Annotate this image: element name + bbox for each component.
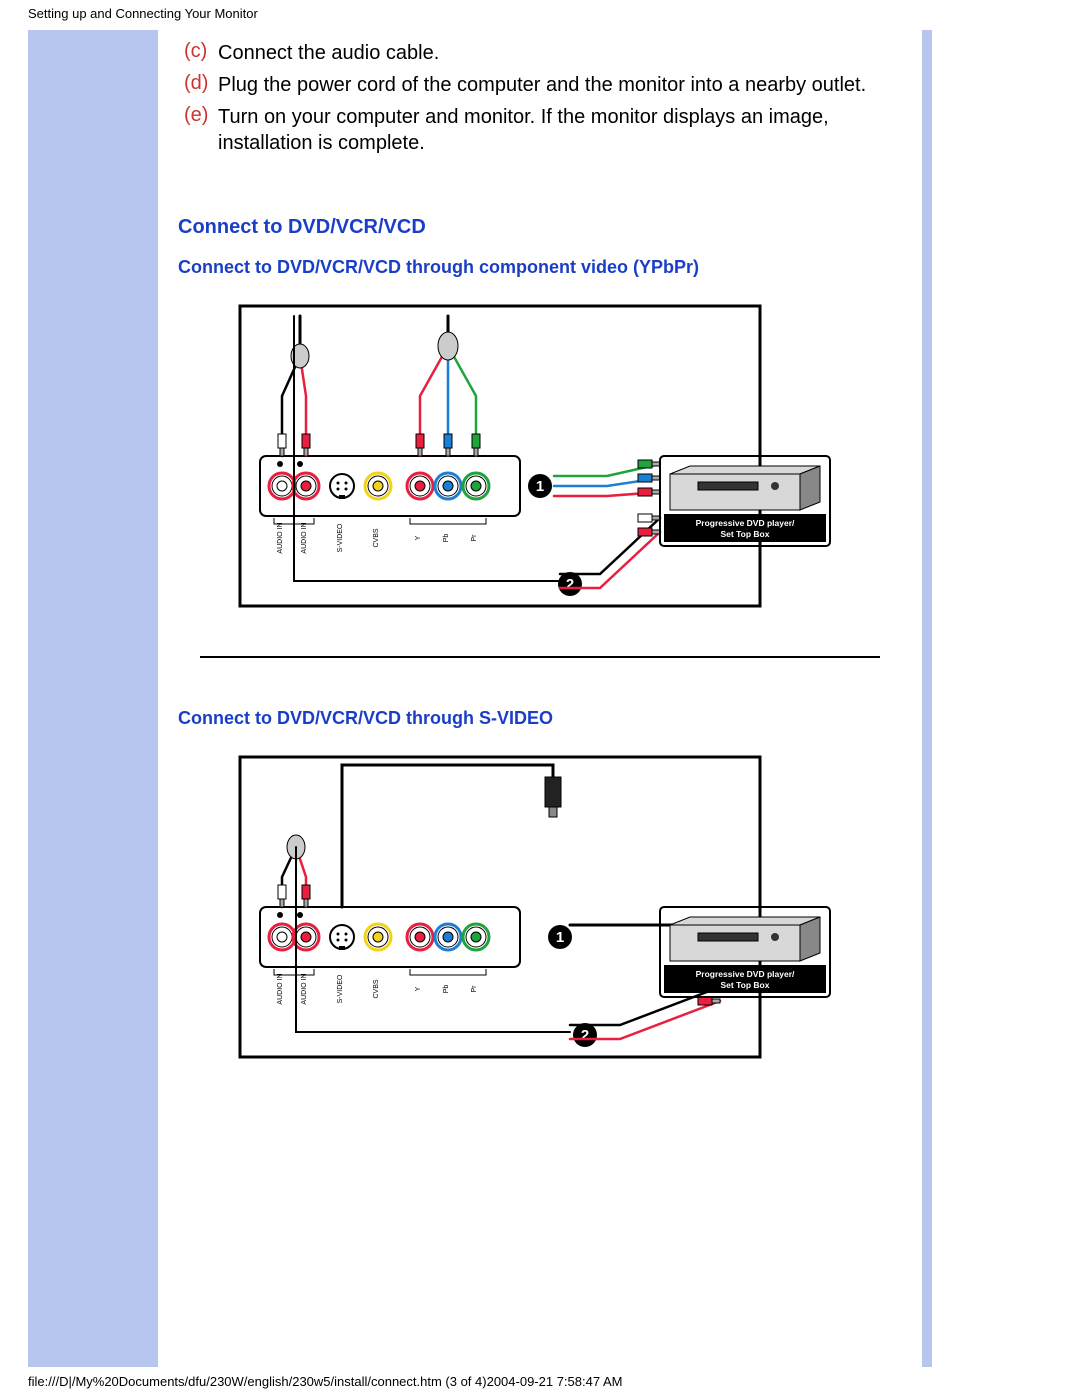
right-margin-stripe — [922, 30, 932, 1367]
step-letter: (e) — [178, 104, 218, 156]
divider — [200, 656, 880, 658]
step-c: (c) Connect the audio cable. — [178, 40, 902, 66]
svg-text:Set Top Box: Set Top Box — [721, 529, 770, 539]
svg-text:1: 1 — [536, 478, 544, 495]
svg-text:CVBS: CVBS — [373, 979, 380, 998]
content-area: (c) Connect the audio cable. (d) Plug th… — [158, 30, 922, 1367]
svg-text:2: 2 — [581, 1027, 589, 1044]
svg-text:Pr: Pr — [471, 985, 478, 993]
page: Setting up and Connecting Your Monitor (… — [0, 0, 1080, 1397]
svg-text:Pb: Pb — [443, 534, 450, 543]
svg-text:Y: Y — [415, 986, 422, 991]
svg-text:AUDIO IN: AUDIO IN — [277, 522, 284, 553]
svg-text:Set Top Box: Set Top Box — [721, 980, 770, 990]
svg-text:Y: Y — [415, 535, 422, 540]
step-text: Connect the audio cable. — [218, 40, 439, 66]
diagram-ypbpr: AUDIO IN AUDIO IN S-VIDEO CVBS Y Pb Pr 1 2 Progre… — [178, 296, 902, 616]
svg-text:S-VIDEO: S-VIDEO — [337, 974, 344, 1003]
section-heading-main: Connect to DVD/VCR/VCD — [178, 216, 902, 239]
svg-text:2: 2 — [566, 576, 574, 593]
section-heading-ypbpr: Connect to DVD/VCR/VCD through component… — [178, 257, 902, 278]
svg-text:AUDIO IN: AUDIO IN — [277, 973, 284, 1004]
svg-text:Pr: Pr — [471, 534, 478, 542]
svg-text:Progressive DVD player/: Progressive DVD player/ — [696, 969, 795, 979]
svg-text:1: 1 — [556, 929, 564, 946]
step-text: Turn on your computer and monitor. If th… — [218, 104, 902, 156]
step-e: (e) Turn on your computer and monitor. I… — [178, 104, 902, 156]
svg-text:Progressive DVD player/: Progressive DVD player/ — [696, 518, 795, 528]
svg-text:AUDIO IN: AUDIO IN — [301, 522, 308, 553]
left-margin-stripe — [28, 30, 158, 1367]
step-text: Plug the power cord of the computer and … — [218, 72, 866, 98]
svg-text:S-VIDEO: S-VIDEO — [337, 523, 344, 552]
page-footer: file:///D|/My%20Documents/dfu/230W/engli… — [28, 1374, 622, 1389]
svg-text:CVBS: CVBS — [373, 528, 380, 547]
diagram-svideo: AUDIO IN AUDIO IN S-VIDEO CVBS Y Pb Pr 1 2 Progre… — [178, 747, 902, 1067]
step-d: (d) Plug the power cord of the computer … — [178, 72, 902, 98]
step-letter: (c) — [178, 40, 218, 66]
step-letter: (d) — [178, 72, 218, 98]
svg-text:Pb: Pb — [443, 985, 450, 994]
section-heading-svideo: Connect to DVD/VCR/VCD through S-VIDEO — [178, 708, 902, 729]
page-header: Setting up and Connecting Your Monitor — [28, 6, 258, 21]
svg-text:AUDIO IN: AUDIO IN — [301, 973, 308, 1004]
